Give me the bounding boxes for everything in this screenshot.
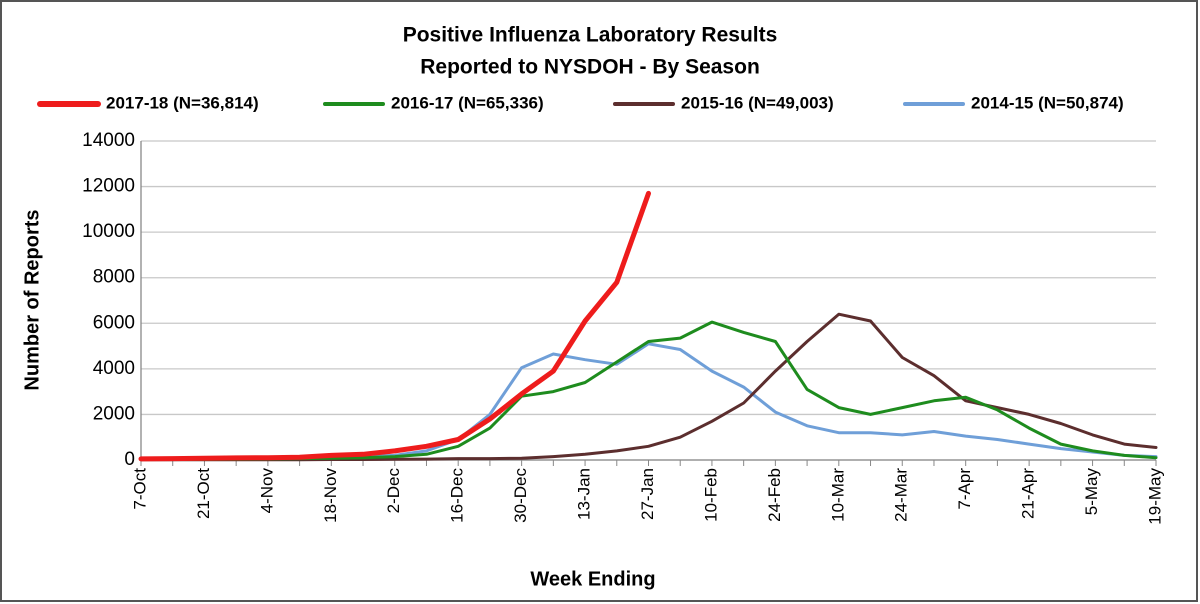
y-tick-label: 0 (124, 449, 135, 470)
legend-label: 2014-15 (N=50,874) (971, 93, 1124, 112)
x-tick-label: 16-Dec (448, 468, 467, 523)
x-tick-label: 21-Apr (1019, 468, 1038, 519)
x-tick-label: 4-Nov (257, 468, 276, 514)
x-tick-label: 2-Dec (384, 468, 403, 514)
y-tick-label: 6000 (93, 312, 135, 333)
y-tick-label: 2000 (93, 403, 135, 424)
x-tick-label: 27-Jan (638, 468, 657, 520)
x-tick-label: 24-Feb (765, 468, 784, 522)
x-tick-label: 7-Apr (955, 468, 974, 510)
x-tick-label: 21-Oct (194, 468, 213, 519)
x-tick-label: 10-Feb (701, 468, 720, 522)
x-tick-label: 10-Mar (828, 468, 847, 522)
x-axis-title: Week Ending (530, 568, 655, 590)
y-tick-label: 14000 (82, 130, 135, 151)
chart-title: Positive Influenza Laboratory Results (403, 24, 778, 47)
x-tick-label: 5-May (1082, 468, 1101, 516)
x-tick-label: 24-Mar (892, 468, 911, 522)
legend-label: 2016-17 (N=65,336) (391, 93, 544, 112)
x-tick-label: 19-May (1145, 468, 1164, 525)
legend-label: 2015-16 (N=49,003) (681, 93, 834, 112)
y-tick-label: 8000 (93, 267, 135, 288)
y-tick-label: 12000 (82, 176, 135, 197)
x-tick-label: 18-Nov (321, 468, 340, 523)
chart-title: Reported to NYSDOH - By Season (420, 56, 760, 79)
x-tick-label: 30-Dec (511, 468, 530, 523)
x-tick-label: 7-Oct (130, 468, 149, 510)
y-tick-label: 10000 (82, 221, 135, 242)
y-axis-title: Number of Reports (21, 209, 43, 390)
y-tick-label: 4000 (93, 358, 135, 379)
x-tick-label: 13-Jan (575, 468, 594, 520)
series-line (138, 190, 651, 462)
legend-label: 2017-18 (N=36,814) (106, 93, 259, 112)
